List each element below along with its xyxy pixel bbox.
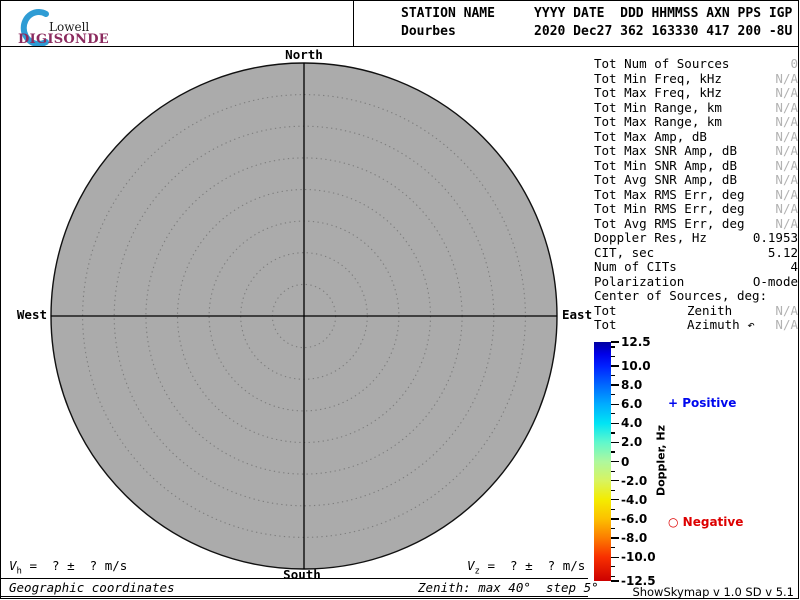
colorbar-tick-label: 0 <box>621 454 630 469</box>
colorbar-minor-tick <box>611 432 615 434</box>
colorbar-major-tick <box>611 499 619 501</box>
colorbar-tick-label: -8.0 <box>621 530 648 545</box>
colorbar-minor-tick <box>611 508 615 511</box>
colorbar-tick-label: 2.0 <box>621 435 643 450</box>
colorbar-major-tick <box>611 422 619 424</box>
measurement-stats-panel: Tot Num of Sources 0 Tot Min Freq, kHz N/A… <box>594 56 798 333</box>
negative-doppler-legend: ○ Negative <box>668 515 744 529</box>
colorbar-major-tick <box>611 556 619 558</box>
stat-row: Doppler Res, Hz 0.1953 <box>594 230 798 245</box>
zenith-scale-label: Zenith: max 40° step 5° <box>418 580 599 595</box>
colorbar-tick-label: 12.5 <box>621 335 651 349</box>
colorbar-tick-label: -12.5 <box>621 574 656 588</box>
stat-row: Tot Min SNR Amp, dB N/A <box>594 157 798 173</box>
header-divider <box>353 1 354 46</box>
colorbar-minor-tick <box>611 547 615 549</box>
stat-row: Tot Num of Sources 0 <box>594 56 798 71</box>
compass-label-west: West <box>16 307 47 322</box>
stat-row: Tot Min Freq, kHz N/A <box>594 70 798 86</box>
stat-row: Tot Max SNR Amp, dB N/A <box>594 143 798 158</box>
positive-doppler-legend: + Positive <box>668 396 737 410</box>
colorbar-minor-tick <box>611 346 615 348</box>
colorbar-tick-label: 6.0 <box>621 397 643 412</box>
colorbar-tick-label: -2.0 <box>621 473 648 488</box>
stat-row: CIT, sec 5.12 <box>594 244 798 260</box>
colorbar-minor-tick <box>611 527 615 530</box>
software-version-label: ShowSkymap v 1.0 SD v 5.1 <box>632 585 794 599</box>
status-strip: Geographic coordinates Zenith: max 40° s… <box>1 578 599 597</box>
stat-row: Tot Max Range, km N/A <box>594 114 798 129</box>
stat-row: Tot Min Range, km N/A <box>594 99 798 115</box>
coordinate-system-label: Geographic coordinates <box>9 580 175 595</box>
logo-text-lowell: Lowell <box>49 20 90 34</box>
colorbar-major-tick <box>611 580 619 582</box>
stat-row: Polarization O-mode <box>594 273 798 289</box>
stat-row: Num of CITs 4 <box>594 259 798 274</box>
stat-row: Tot Max Amp, dB N/A <box>594 128 798 144</box>
colorbar-tick-label: 4.0 <box>621 416 643 431</box>
colorbar-minor-tick <box>611 413 615 415</box>
header-separator <box>1 46 798 47</box>
colorbar-major-tick <box>611 341 619 343</box>
colorbar-minor-tick <box>611 575 615 578</box>
stat-row: Tot Max Freq, kHz N/A <box>594 85 798 100</box>
vertical-velocity-readout: Vz = ? ± ? m/s <box>467 558 586 577</box>
stat-row: Tot Azimuth ↶ N/A <box>594 317 798 332</box>
stat-row: Tot Min RMS Err, deg N/A <box>594 201 798 216</box>
compass-label-north: North <box>285 47 323 62</box>
station-values-row: Dourbes 2020 Dec27 362 163330 417 200 -8… <box>401 24 793 39</box>
plus-marker-icon: + <box>668 396 679 410</box>
colorbar-tick-label: -4.0 <box>621 492 648 507</box>
stat-row: Tot Avg RMS Err, deg N/A <box>594 215 798 231</box>
colorbar-minor-tick <box>611 470 615 472</box>
colorbar-minor-tick <box>611 374 615 377</box>
colorbar-minor-tick <box>611 394 615 396</box>
colorbar-minor-tick <box>611 451 615 453</box>
colorbar-axis-title: Doppler, Hz <box>654 424 668 497</box>
colorbar-major-tick <box>611 460 619 463</box>
logo-text-digisonde: DIGISONDE <box>18 32 110 47</box>
colorbar-tick-label: -6.0 <box>621 511 648 526</box>
colorbar-major-tick <box>611 441 619 444</box>
colorbar-minor-tick <box>611 566 615 568</box>
colorbar-tick-label: -10.0 <box>621 550 656 565</box>
colorbar-tick-label: 8.0 <box>621 378 643 393</box>
lowell-digisonde-logo: Lowell DIGISONDE <box>11 4 131 47</box>
stat-row: Tot Zenith N/A <box>594 302 798 318</box>
colorbar-minor-tick <box>611 355 615 358</box>
colorbar-major-tick <box>611 518 619 520</box>
crescent-moon-icon <box>20 9 49 47</box>
station-header-row: STATION NAME YYYY DATE DDD HHMMSS AXN PP… <box>401 6 793 21</box>
colorbar-major-tick <box>611 537 619 539</box>
doppler-colorbar <box>594 342 611 581</box>
compass-label-east: East <box>562 307 593 322</box>
colorbar-major-tick <box>611 403 619 405</box>
colorbar-major-tick <box>611 384 619 386</box>
horizontal-velocity-readout: Vh = ? ± ? m/s <box>9 558 128 577</box>
colorbar-tick-label: 10.0 <box>621 358 651 373</box>
colorbar-minor-tick <box>611 489 615 491</box>
station-info-table: STATION NAME YYYY DATE DDD HHMMSS AXN PP… <box>401 5 792 41</box>
colorbar-major-tick <box>611 480 619 482</box>
stat-row: Tot Avg SNR Amp, dB N/A <box>594 172 798 187</box>
stat-row: Center of Sources, deg: <box>594 288 768 303</box>
colorbar-major-tick <box>611 365 619 367</box>
circle-marker-icon: ○ <box>668 515 679 529</box>
stat-row: Tot Max RMS Err, deg N/A <box>594 186 798 202</box>
